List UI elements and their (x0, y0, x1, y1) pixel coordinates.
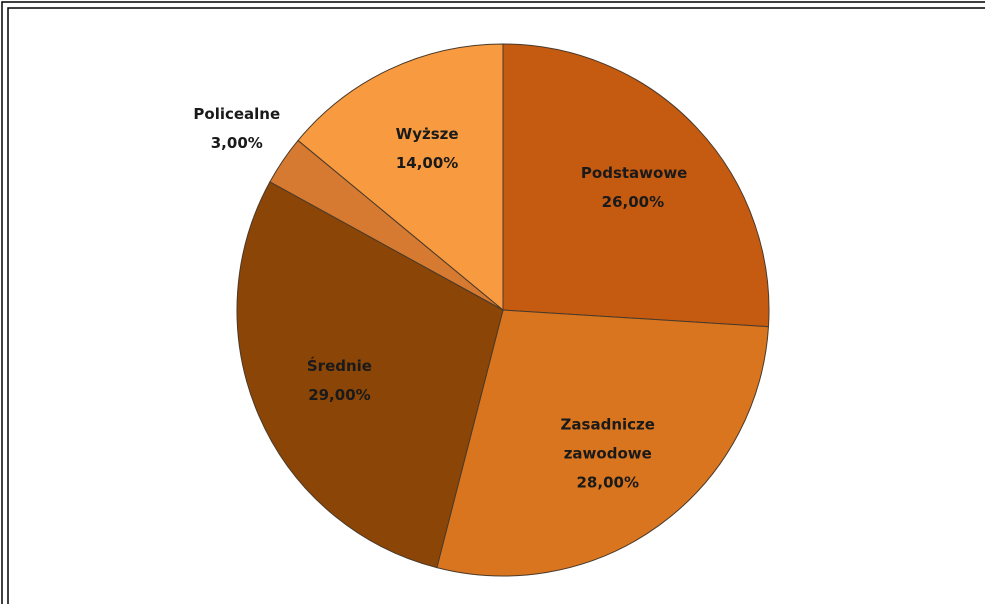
pie (236, 43, 770, 577)
pie-slice (297, 43, 504, 312)
pie-slice (436, 309, 770, 577)
category-label: Zasadnicze zawodowe (560, 415, 655, 463)
category-label: Średnie (306, 356, 372, 375)
pie-slice (236, 181, 504, 569)
value-label: 14,00% (395, 153, 459, 172)
category-label: Podstawowe (580, 164, 688, 182)
category-label: Wyższe (395, 124, 459, 143)
slice-label: Wyższe 14,00% (367, 120, 487, 178)
category-label: Policealne (193, 105, 281, 124)
value-label: 3,00% (210, 134, 263, 153)
value-label: 29,00% (308, 385, 371, 404)
inner-frame (7, 7, 985, 604)
slice-label: Zasadnicze zawodowe 28,00% (548, 411, 668, 498)
slice-label: Średnie 29,00% (279, 352, 399, 410)
value-label: 28,00% (576, 473, 639, 492)
pie-slice (502, 43, 770, 328)
value-label: 26,00% (601, 193, 665, 211)
slice-label: Policealne 3,00% (177, 100, 297, 158)
slice-label: Podstawowe 26,00% (573, 159, 693, 217)
